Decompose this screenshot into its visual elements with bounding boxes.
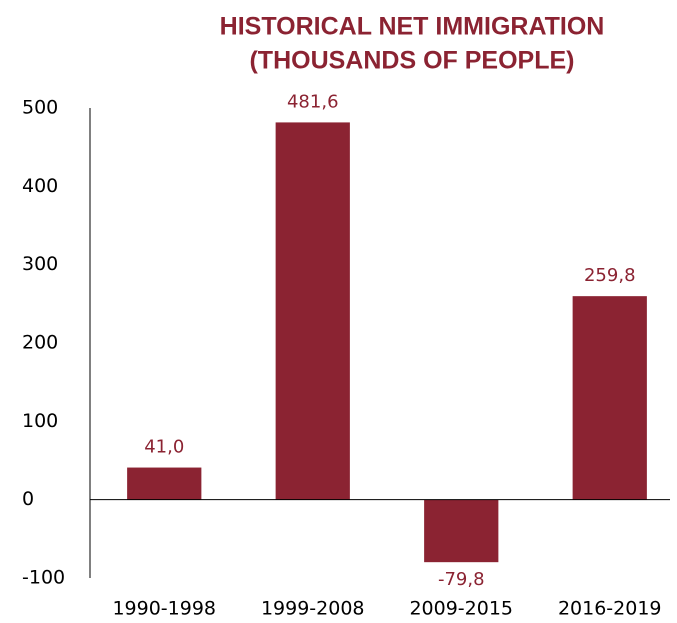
x-tick-label: 1999-2008: [261, 598, 365, 620]
bar: [127, 467, 202, 500]
y-tick-label: 400: [22, 175, 58, 197]
y-tick-label: 300: [22, 253, 58, 275]
chart-title: (THOUSANDS OF PEOPLE): [249, 47, 574, 75]
bar: [572, 296, 647, 500]
chart-title: HISTORICAL NET IMMIGRATION: [220, 13, 605, 41]
bar: [275, 122, 350, 500]
y-tick-label: 500: [22, 97, 58, 119]
y-tick-label: 100: [22, 410, 58, 432]
x-tick-label: 2016-2019: [558, 598, 662, 620]
value-label: 41,0: [144, 437, 184, 458]
x-tick-label: 2009-2015: [409, 598, 513, 620]
y-tick-label: 200: [22, 332, 58, 354]
y-tick-label: -100: [22, 567, 65, 589]
bar: [424, 499, 499, 563]
value-label: 481,6: [287, 91, 339, 112]
value-label: -79,8: [438, 569, 485, 590]
value-label: 259,8: [584, 265, 636, 286]
y-tick-label: 0: [22, 488, 34, 510]
x-tick-label: 1990-1998: [112, 598, 216, 620]
